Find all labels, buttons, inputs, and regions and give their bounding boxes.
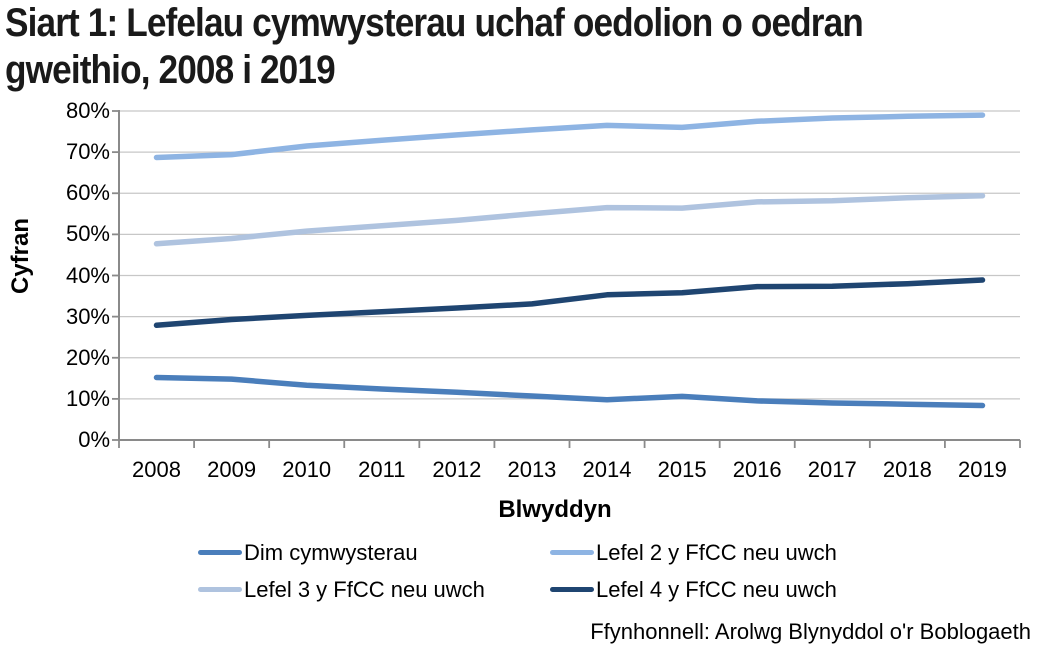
y-tick-label-10: 10% [65,385,110,411]
x-tick-label-2013: 2013 [507,457,557,482]
x-tick-label-2010: 2010 [282,457,332,482]
y-tick-label-40: 40% [65,262,110,288]
legend-swatch-lefel-4 [550,586,594,592]
y-tick-label-70: 70% [65,139,110,165]
legend-swatch-lefel-2 [550,549,594,555]
y-tick-label-80: 80% [65,98,110,123]
legend-label: Dim cymwysterau [244,540,418,565]
x-tick-label-2011: 2011 [358,457,406,482]
x-tick-label-2009: 2009 [207,457,257,482]
x-tick-label-2008: 2008 [132,457,181,482]
legend-label: Lefel 4 y FfCC neu uwch [596,577,837,602]
x-tick-label-2012: 2012 [432,457,482,482]
source-note: Ffynhonnell: Arolwg Blynyddol o'r Boblog… [590,619,1031,644]
chart-title: Siart 1: Lefelau cymwysterau uchaf oedol… [5,0,973,94]
series-line-lefel-3-y-ffcc-neu-uwch [153,192,986,247]
y-tick-label-20: 20% [65,344,110,370]
x-axis-title: Blwyddyn [498,496,612,523]
x-tick-label-2018: 2018 [882,457,932,482]
series-line-lefel-2-y-ffcc-neu-uwch [153,112,986,161]
y-tick-label-50: 50% [65,221,110,247]
series-line-dim-cymwysterau [153,374,986,409]
legend-item-lefel-2: Lefel 2 y FfCC neu uwch [550,540,837,566]
legend-item-lefel-4: Lefel 4 y FfCC neu uwch [550,577,837,603]
x-tick-label-2014: 2014 [582,457,632,482]
legend-item-lefel-3: Lefel 3 y FfCC neu uwch [198,577,485,603]
chart-title-line-2: gweithio, 2008 i 2019 [5,48,336,92]
x-tick-label-2016: 2016 [732,457,782,482]
legend-label: Lefel 2 y FfCC neu uwch [596,540,837,565]
x-tick-label-2015: 2015 [657,457,707,482]
legend-item-dim-cymwysterau: Dim cymwysterau [198,540,418,566]
legend-swatch-lefel-3 [198,586,242,592]
legend-label: Lefel 3 y FfCC neu uwch [244,577,485,602]
y-tick-label-30: 30% [65,303,110,329]
x-tick-label-2017: 2017 [807,457,857,482]
y-tick-label-0: 0% [78,427,110,452]
chart-title-line-1: Siart 1: Lefelau cymwysterau uchaf oedol… [5,1,864,45]
legend-swatch-dim-cymwysterau [198,549,242,555]
y-axis-title: Cyfran [7,217,34,295]
series-line-lefel-4-y-ffcc-neu-uwch [153,277,986,329]
y-tick-label-60: 60% [65,180,110,206]
x-tick-label-2019: 2019 [957,457,1007,482]
